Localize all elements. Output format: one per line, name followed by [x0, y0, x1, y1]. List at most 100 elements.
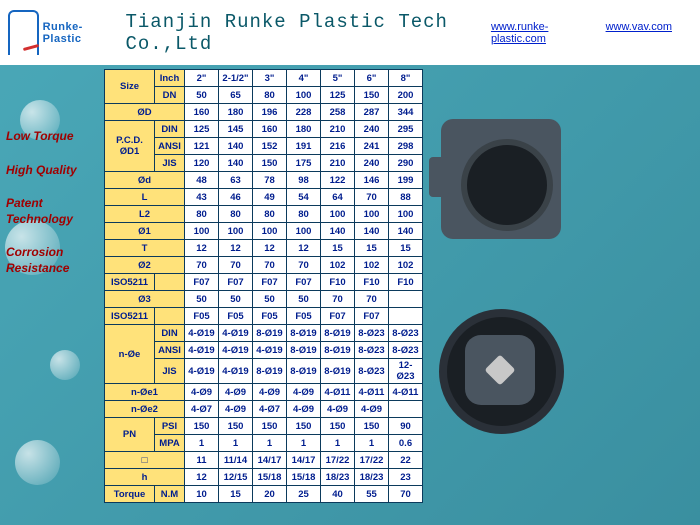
- cell: 10: [185, 486, 219, 503]
- cell: F10: [389, 274, 423, 291]
- cell: 12-Ø23: [389, 359, 423, 384]
- cell: 258: [321, 104, 355, 121]
- cell: 50: [185, 87, 219, 104]
- spec-table-wrap: Size Inch 2"2-1/2"3"4"5"6"8" DN 50658010…: [104, 69, 423, 503]
- cell: 4-Ø9: [219, 401, 253, 418]
- hdr-ods: Ød: [105, 172, 185, 189]
- cell: 50: [219, 291, 253, 308]
- hdr-sq: □: [105, 452, 185, 469]
- cell: 200: [389, 87, 423, 104]
- cell: F05: [219, 308, 253, 325]
- cell: 43: [185, 189, 219, 206]
- cell: 210: [321, 155, 355, 172]
- cell: F07: [355, 308, 389, 325]
- cell: 55: [355, 486, 389, 503]
- cell: 140: [389, 223, 423, 240]
- hdr-l: L: [105, 189, 185, 206]
- cell: 100: [287, 87, 321, 104]
- cell: 175: [287, 155, 321, 172]
- cell: 70: [185, 257, 219, 274]
- cell: F07: [185, 274, 219, 291]
- cell: 240: [355, 121, 389, 138]
- cell: 120: [185, 155, 219, 172]
- cell: 150: [253, 155, 287, 172]
- cell: 70: [287, 257, 321, 274]
- cell: F07: [219, 274, 253, 291]
- cell: 12: [219, 240, 253, 257]
- cell: 8": [389, 70, 423, 87]
- logo-icon: [8, 10, 39, 55]
- link-vav[interactable]: www.vav.com: [606, 21, 672, 45]
- cell: 160: [253, 121, 287, 138]
- cell: 80: [219, 206, 253, 223]
- hdr-iso1: ISO5211: [105, 274, 155, 291]
- cell: 100: [355, 206, 389, 223]
- cell: 11: [185, 452, 219, 469]
- cell: 4-Ø19: [219, 359, 253, 384]
- hdr-din: DIN: [155, 121, 185, 138]
- cell: 4-Ø19: [185, 359, 219, 384]
- cell: 122: [321, 172, 355, 189]
- link-runke[interactable]: www.runke-plastic.com: [491, 21, 576, 45]
- feature-quality: High Quality: [6, 163, 104, 179]
- cell: 12: [253, 240, 287, 257]
- cell: 12/15: [219, 469, 253, 486]
- cell: 8-Ø19: [253, 325, 287, 342]
- cell: 11/14: [219, 452, 253, 469]
- cell: 240: [355, 155, 389, 172]
- cell: 8-Ø23: [355, 359, 389, 384]
- cell: 50: [185, 291, 219, 308]
- hdr-pcd: P.C.D. ØD1: [105, 121, 155, 172]
- cell: 70: [355, 189, 389, 206]
- cell: 140: [219, 138, 253, 155]
- cell: 1: [355, 435, 389, 452]
- cell: 180: [287, 121, 321, 138]
- cell: 8-Ø23: [355, 325, 389, 342]
- cell: F05: [287, 308, 321, 325]
- cell: 102: [321, 257, 355, 274]
- cell: 140: [321, 223, 355, 240]
- cell: 78: [253, 172, 287, 189]
- cell: 2-1/2": [219, 70, 253, 87]
- cell: 15/18: [253, 469, 287, 486]
- cell: 4-Ø19: [219, 342, 253, 359]
- cell: 152: [253, 138, 287, 155]
- cell: 48: [185, 172, 219, 189]
- cell: 1: [253, 435, 287, 452]
- cell: 49: [253, 189, 287, 206]
- cell: F07: [321, 308, 355, 325]
- cell: 2": [185, 70, 219, 87]
- cell: 4-Ø9: [321, 401, 355, 418]
- feature-corrosion: Corrosion Resistance: [6, 245, 104, 276]
- cell: 15: [389, 240, 423, 257]
- cell: F07: [287, 274, 321, 291]
- cell: 4-Ø19: [219, 325, 253, 342]
- hdr-psi: PSI: [155, 418, 185, 435]
- cell: 17/22: [355, 452, 389, 469]
- cell: 4-Ø9: [185, 384, 219, 401]
- cell: 50: [287, 291, 321, 308]
- spec-table: Size Inch 2"2-1/2"3"4"5"6"8" DN 50658010…: [104, 69, 423, 503]
- cell: 14/17: [287, 452, 321, 469]
- cell: 287: [355, 104, 389, 121]
- cell: 241: [355, 138, 389, 155]
- cell: 18/23: [355, 469, 389, 486]
- cell: 4-Ø9: [355, 401, 389, 418]
- cell: 8-Ø19: [287, 359, 321, 384]
- cell: 70: [389, 486, 423, 503]
- hdr-ansi2: ANSI: [155, 342, 185, 359]
- cell: [389, 308, 423, 325]
- cell: 70: [321, 291, 355, 308]
- cell: 210: [321, 121, 355, 138]
- feature-patent: Patent Technology: [6, 196, 104, 227]
- cell: 4-Ø9: [287, 384, 321, 401]
- cell: 228: [287, 104, 321, 121]
- cell: 180: [219, 104, 253, 121]
- hdr-inch: Inch: [155, 70, 185, 87]
- features-list: Low Torque High Quality Patent Technolog…: [6, 69, 104, 503]
- cell: 100: [321, 206, 355, 223]
- hdr-mpa: MPA: [155, 435, 185, 452]
- product-valve-2: [431, 299, 571, 459]
- header-links: www.runke-plastic.com www.vav.com: [491, 21, 672, 45]
- cell: 80: [253, 206, 287, 223]
